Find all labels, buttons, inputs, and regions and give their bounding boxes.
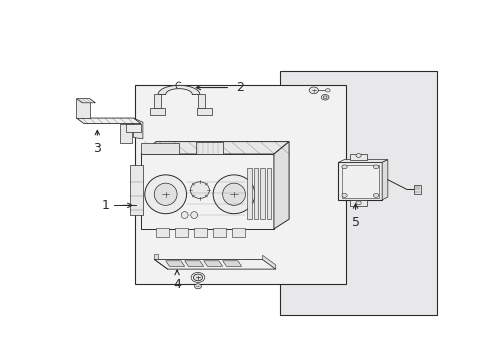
Text: 3: 3 bbox=[94, 142, 101, 155]
Text: 1: 1 bbox=[102, 199, 110, 212]
Bar bbox=[194, 228, 207, 237]
Bar bbox=[247, 168, 252, 219]
Polygon shape bbox=[76, 99, 90, 118]
Ellipse shape bbox=[222, 183, 245, 205]
Circle shape bbox=[342, 165, 347, 169]
Circle shape bbox=[325, 89, 330, 92]
Bar bbox=[196, 141, 222, 154]
Bar bbox=[135, 85, 346, 284]
Polygon shape bbox=[339, 159, 388, 162]
Bar bbox=[141, 143, 179, 154]
Circle shape bbox=[323, 96, 327, 99]
Polygon shape bbox=[141, 154, 274, 229]
Bar bbox=[260, 168, 265, 219]
Ellipse shape bbox=[213, 175, 255, 214]
Ellipse shape bbox=[154, 183, 177, 205]
Polygon shape bbox=[382, 159, 388, 200]
Text: 4: 4 bbox=[173, 278, 181, 291]
Ellipse shape bbox=[181, 212, 188, 219]
Ellipse shape bbox=[145, 175, 187, 214]
Bar bbox=[156, 228, 170, 237]
Polygon shape bbox=[222, 261, 242, 266]
Circle shape bbox=[356, 201, 361, 205]
Polygon shape bbox=[274, 141, 289, 229]
Bar bbox=[232, 228, 245, 237]
Bar bbox=[280, 71, 437, 315]
Text: 2: 2 bbox=[236, 81, 244, 94]
Bar bbox=[350, 153, 367, 159]
Polygon shape bbox=[133, 118, 143, 139]
Bar bbox=[129, 165, 143, 215]
Circle shape bbox=[195, 284, 201, 289]
Polygon shape bbox=[158, 85, 200, 94]
Bar bbox=[150, 108, 165, 115]
Bar bbox=[198, 94, 205, 108]
Polygon shape bbox=[141, 141, 289, 154]
Bar bbox=[213, 228, 226, 237]
Bar bbox=[267, 168, 271, 219]
Bar bbox=[415, 185, 421, 194]
Circle shape bbox=[309, 87, 318, 94]
Circle shape bbox=[194, 274, 202, 281]
Polygon shape bbox=[126, 123, 141, 132]
Bar bbox=[254, 168, 258, 219]
Polygon shape bbox=[120, 123, 131, 143]
Polygon shape bbox=[166, 261, 185, 266]
Polygon shape bbox=[76, 118, 141, 123]
Bar bbox=[350, 200, 367, 206]
Polygon shape bbox=[263, 255, 276, 269]
Ellipse shape bbox=[191, 212, 197, 219]
Circle shape bbox=[356, 153, 361, 157]
Polygon shape bbox=[204, 261, 222, 266]
Polygon shape bbox=[185, 261, 204, 266]
Bar bbox=[342, 165, 379, 198]
Bar bbox=[175, 228, 189, 237]
Text: 5: 5 bbox=[351, 216, 360, 229]
Polygon shape bbox=[76, 99, 96, 103]
Bar bbox=[197, 108, 212, 115]
Circle shape bbox=[373, 165, 379, 169]
Polygon shape bbox=[154, 260, 276, 269]
Bar bbox=[339, 162, 382, 200]
Polygon shape bbox=[154, 254, 158, 260]
Circle shape bbox=[373, 193, 379, 197]
Bar bbox=[154, 94, 161, 108]
Circle shape bbox=[342, 193, 347, 197]
Circle shape bbox=[321, 94, 329, 100]
Ellipse shape bbox=[190, 182, 209, 198]
